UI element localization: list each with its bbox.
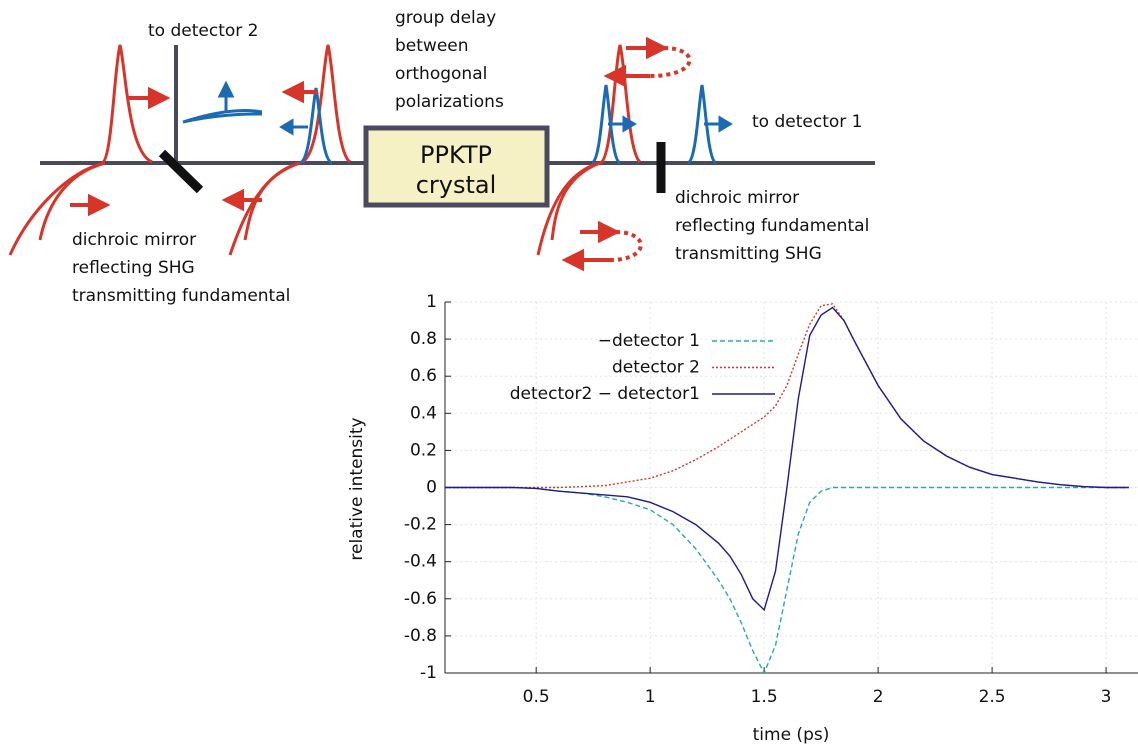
loop xyxy=(609,46,692,262)
label: to detector 2 xyxy=(148,21,258,41)
x-tick-label: 2 xyxy=(873,687,884,707)
pulse xyxy=(590,84,622,165)
label: transmitting SHG xyxy=(675,244,822,264)
pulse xyxy=(686,84,718,165)
pulse xyxy=(100,44,153,165)
label: to detector 1 xyxy=(752,112,862,132)
label: dichroic mirror xyxy=(675,188,799,208)
y-tick-label: 0 xyxy=(426,478,437,498)
setup-diagram: to detector 2 group delay between orthog… xyxy=(8,8,875,306)
series-line xyxy=(445,306,1129,612)
pulse xyxy=(299,44,352,165)
crystal-label: crystal xyxy=(416,171,497,199)
y-tick-label: -1 xyxy=(420,663,437,683)
series-line xyxy=(445,486,1129,675)
label: reflecting fundamental xyxy=(675,216,869,236)
x-tick-label: 0.5 xyxy=(523,687,550,707)
crystal-box xyxy=(363,125,550,208)
y-axis-label: relative intensity xyxy=(347,417,367,560)
y-tick-label: 1 xyxy=(426,292,437,312)
label: transmitting fundamental xyxy=(72,286,290,306)
y-tick-label: 0.6 xyxy=(410,366,437,386)
label: dichroic mirror xyxy=(72,230,196,250)
pulse xyxy=(536,161,601,256)
y-tick-label: -0.4 xyxy=(404,552,437,572)
x-tick-label: 2.5 xyxy=(979,687,1006,707)
mirror xyxy=(158,149,204,194)
pulse xyxy=(8,161,106,256)
x-tick-label: 1 xyxy=(645,687,656,707)
pulse xyxy=(299,87,333,165)
crystal-label: PPKTP xyxy=(420,141,492,169)
pulse xyxy=(182,109,263,124)
legend-label: detector2 − detector1 xyxy=(510,384,700,404)
x-axis-label: time (ps) xyxy=(753,725,830,745)
x-tick-label: 1.5 xyxy=(751,687,778,707)
arrows xyxy=(70,36,669,272)
label: reflecting SHG xyxy=(72,258,195,278)
pulse xyxy=(228,161,301,256)
y-tick-label: 0.2 xyxy=(410,440,437,460)
x-tick-label: 3 xyxy=(1101,687,1112,707)
label: group delay xyxy=(395,8,496,28)
y-tick-label: -0.8 xyxy=(404,626,437,646)
y-tick-label: -0.6 xyxy=(404,589,437,609)
label: polarizations xyxy=(395,92,504,112)
legend-label: detector 2 xyxy=(612,358,700,378)
label: between xyxy=(395,36,469,56)
legend-label: −detector 1 xyxy=(598,331,700,351)
arrows xyxy=(217,80,733,136)
y-tick-label: 0.8 xyxy=(410,329,437,349)
pulse xyxy=(599,44,642,165)
label: orthogonal xyxy=(395,64,487,84)
y-tick-label: 0.4 xyxy=(410,403,437,423)
chart: relative intensity time (ps) -1 -0.8 -0.6 -… xyxy=(347,292,1138,745)
y-tick-label: -0.2 xyxy=(404,515,437,535)
